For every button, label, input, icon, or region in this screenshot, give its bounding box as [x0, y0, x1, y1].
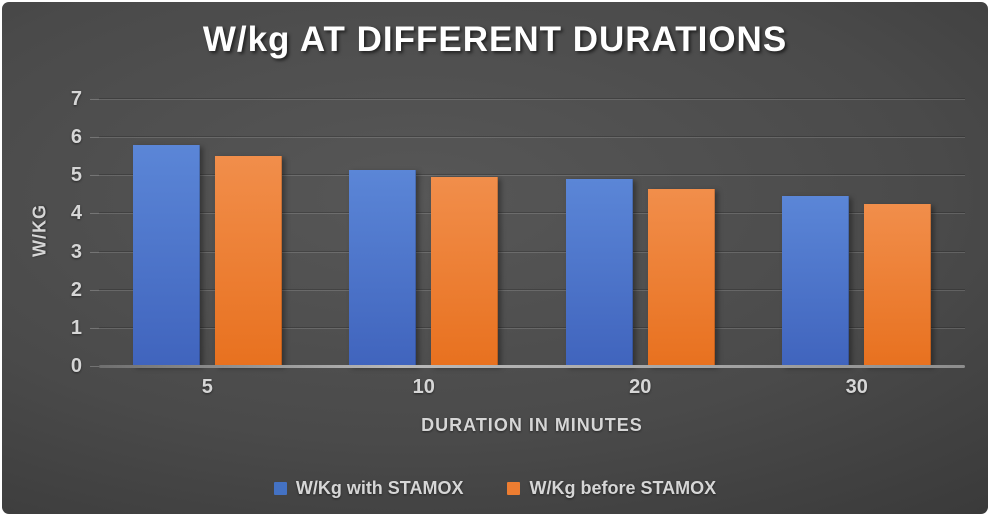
y-tick-label-6: 6	[70, 126, 82, 149]
gridline-2	[99, 289, 965, 291]
gridline-5	[99, 175, 965, 177]
y-tick-label-5: 5	[70, 164, 82, 187]
bar-w-kg-before-stamox-30	[864, 203, 932, 366]
bar-w-kg-with-stamox-20	[565, 179, 633, 366]
bar-w-kg-with-stamox-5	[132, 144, 200, 366]
chart-legend: W/Kg with STAMOX W/Kg before STAMOX	[2, 478, 988, 499]
y-axis-title: W/KG	[29, 204, 50, 257]
y-tick-label-0: 0	[70, 355, 82, 377]
y-tick-mark-5	[90, 175, 99, 177]
gridline-7	[99, 99, 965, 100]
bar-w-kg-before-stamox-20	[647, 188, 715, 366]
y-tick-label-1: 1	[70, 316, 82, 339]
bar-group-20	[532, 99, 749, 366]
bar-w-kg-with-stamox-30	[782, 196, 850, 366]
bar-group-10	[316, 99, 533, 366]
legend-swatch-icon	[273, 482, 287, 495]
legend-label: W/Kg before STAMOX	[529, 478, 717, 498]
y-tick-label-2: 2	[70, 278, 82, 301]
legend-item-w-kg-before-stamox: W/Kg before STAMOX	[507, 478, 716, 499]
gridline-4	[99, 213, 965, 215]
legend-swatch-icon	[507, 482, 521, 495]
y-tick-mark-2	[90, 289, 99, 291]
x-axis-line	[99, 365, 965, 368]
plot-area	[99, 99, 966, 368]
bar-group-30	[749, 99, 966, 366]
y-tick-mark-7	[90, 99, 99, 100]
y-tick-label-4: 4	[70, 202, 82, 225]
y-tick-mark-0	[90, 366, 99, 367]
y-tick-mark-6	[90, 137, 99, 139]
bar-w-kg-before-stamox-5	[214, 156, 282, 366]
y-tick-label-3: 3	[70, 240, 82, 263]
x-tick-label-10: 10	[412, 376, 435, 398]
bar-w-kg-with-stamox-10	[349, 169, 417, 366]
chart-title: W/kg AT DIFFERENT DURATIONS	[202, 20, 788, 59]
bar-w-kg-before-stamox-10	[431, 177, 499, 366]
gridline-1	[99, 327, 965, 329]
gridline-3	[99, 251, 965, 253]
x-tick-label-5: 5	[201, 376, 213, 398]
legend-label: W/Kg with STAMOX	[295, 478, 464, 498]
y-tick-label-7: 7	[70, 88, 82, 110]
x-axis-title: DURATION IN MINUTES	[421, 415, 643, 435]
gridline-6	[99, 137, 965, 139]
y-tick-mark-4	[90, 213, 99, 215]
x-tick-label-20: 20	[629, 376, 652, 398]
x-tick-label-30: 30	[845, 376, 868, 398]
y-tick-mark-1	[90, 327, 99, 329]
legend-item-w-kg-with-stamox: W/Kg with STAMOX	[273, 478, 464, 499]
y-tick-mark-3	[90, 251, 99, 253]
bar-group-5	[99, 99, 316, 366]
